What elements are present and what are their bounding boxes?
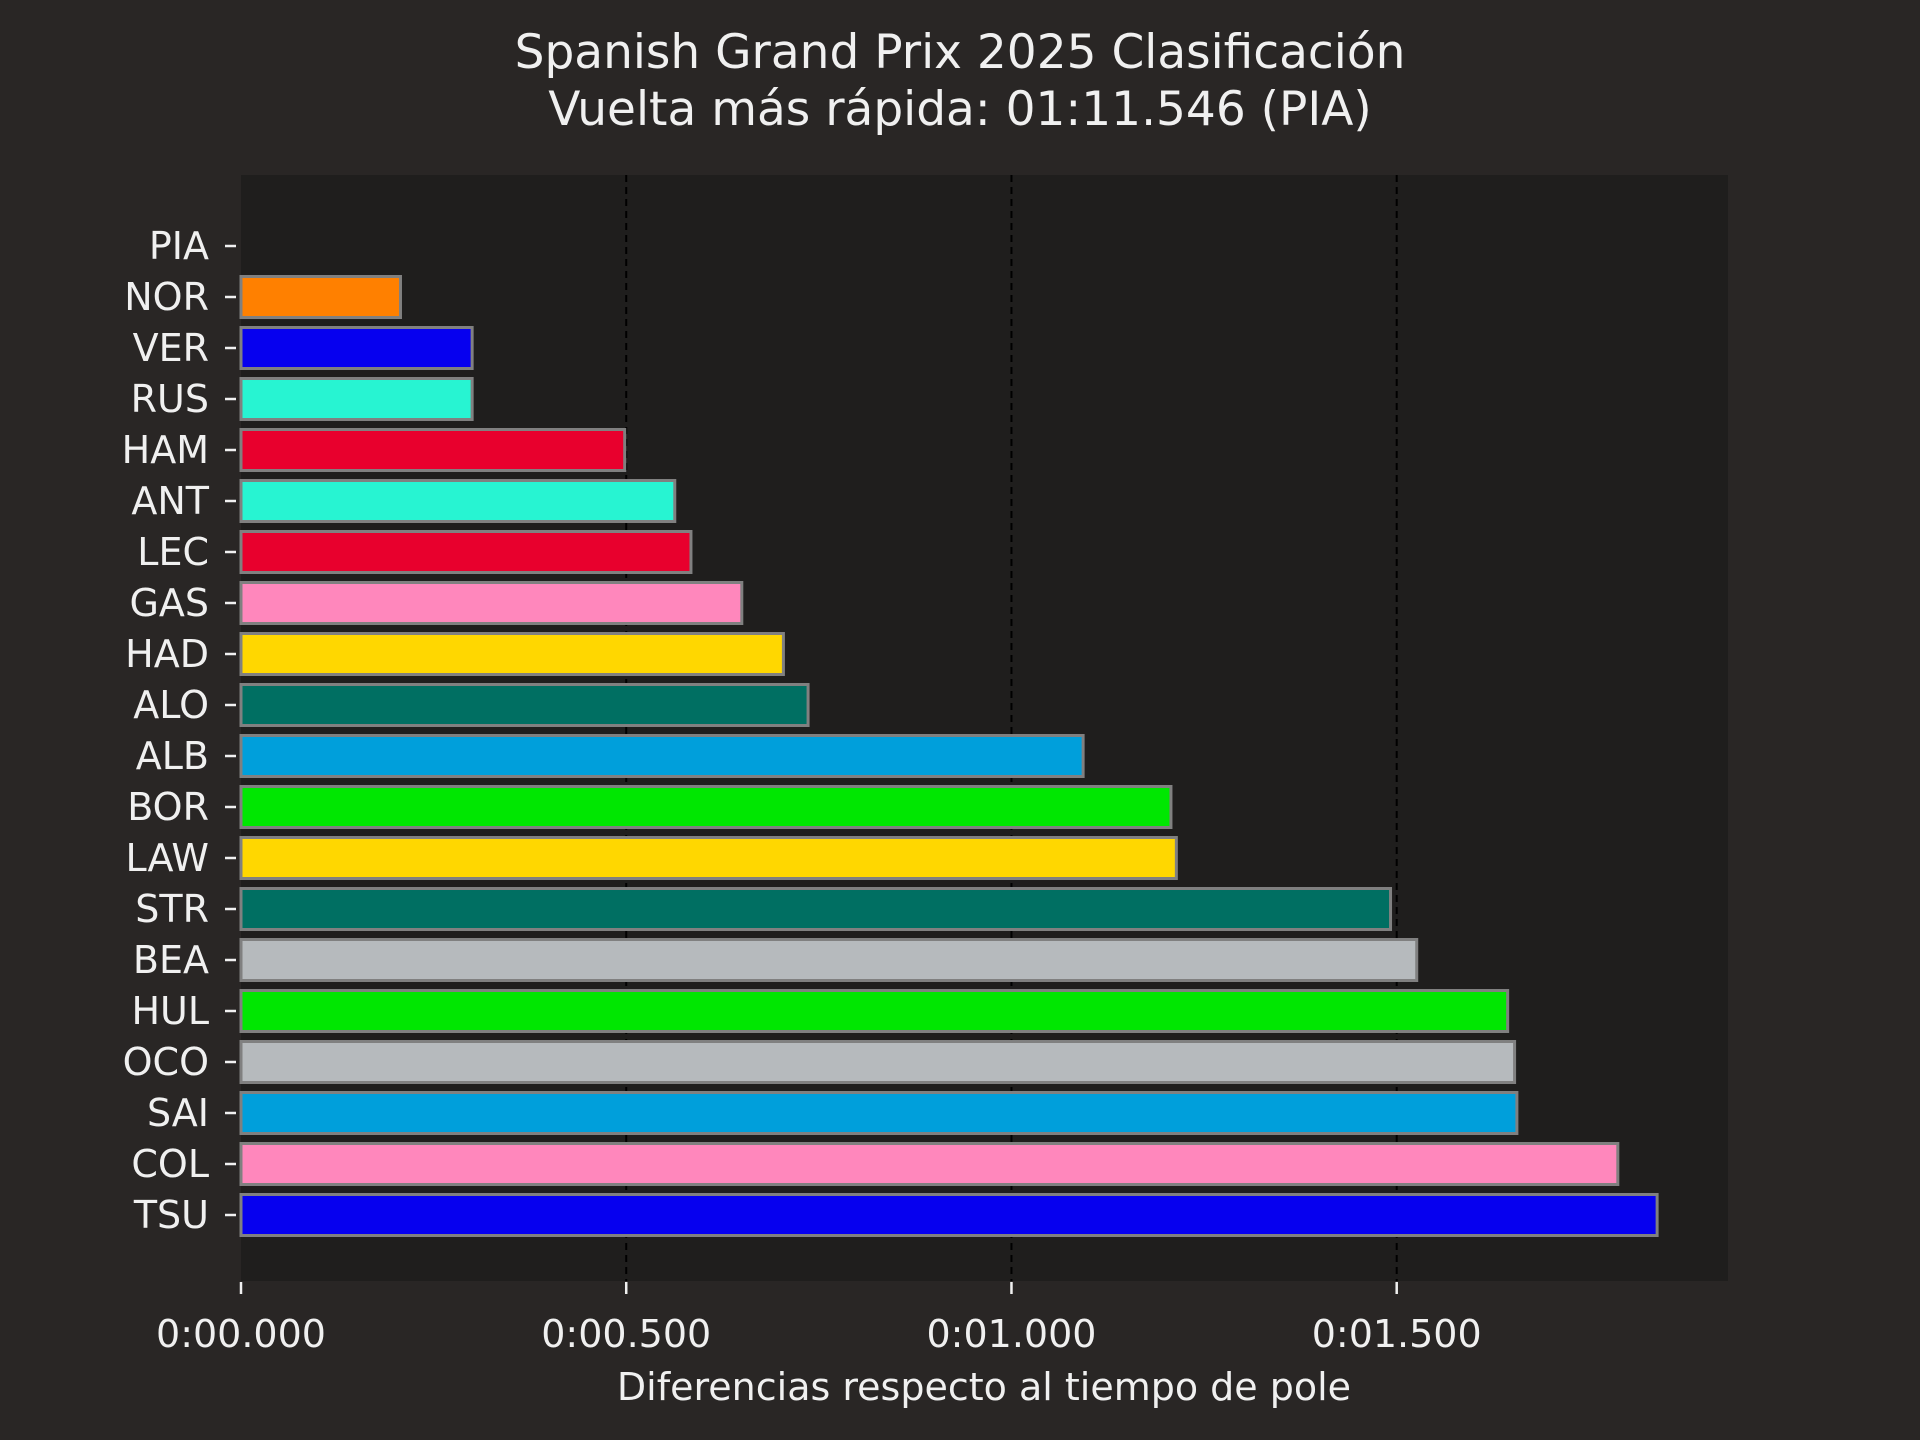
bar-ant bbox=[239, 479, 677, 523]
chart-title-line-2: Vuelta más rápida: 01:11.546 (PIA) bbox=[548, 82, 1371, 137]
bar-alo bbox=[239, 683, 810, 727]
y-tick-label: SAI bbox=[147, 1091, 209, 1135]
bar-sai bbox=[239, 1091, 1519, 1135]
y-tick-label: HAM bbox=[122, 428, 209, 472]
x-tick-label: 0:01.000 bbox=[926, 1312, 1096, 1356]
x-tick-label: 0:00.500 bbox=[541, 1312, 711, 1356]
bar-bea bbox=[239, 938, 1419, 982]
x-tick-label: 0:01.500 bbox=[1312, 1312, 1482, 1356]
bar-oco bbox=[239, 1040, 1517, 1084]
bar-bor bbox=[239, 785, 1173, 829]
bar-gas bbox=[239, 581, 744, 625]
x-tick-label: 0:00.000 bbox=[156, 1312, 326, 1356]
chart-title: Spanish Grand Prix 2025 Clasificación Vu… bbox=[515, 25, 1406, 137]
bar-tsu bbox=[239, 1193, 1659, 1237]
bar-ver bbox=[239, 326, 474, 370]
bar-alb bbox=[239, 734, 1085, 778]
y-tick-label: LEC bbox=[137, 530, 209, 574]
y-tick-label: HUL bbox=[131, 989, 209, 1033]
y-tick-label: VER bbox=[133, 326, 209, 370]
y-tick-label: BEA bbox=[133, 938, 209, 982]
bar-col bbox=[239, 1142, 1620, 1186]
bar-ham bbox=[239, 428, 627, 472]
y-tick-label: LAW bbox=[125, 836, 209, 880]
y-tick-label: HAD bbox=[125, 632, 209, 676]
y-tick-label: ALB bbox=[136, 734, 209, 778]
grid-lines bbox=[625, 175, 1398, 1281]
bars bbox=[239, 275, 1659, 1237]
y-tick-label: TSU bbox=[133, 1193, 209, 1237]
y-axis: PIA NOR VER RUS HAM ANT LEC GAS HAD ALO ALB BOR LAW S… bbox=[122, 224, 236, 1237]
chart-title-line-1: Spanish Grand Prix 2025 Clasificación bbox=[515, 25, 1406, 80]
y-tick-label: STR bbox=[135, 887, 209, 931]
y-tick-label: BOR bbox=[127, 785, 209, 829]
y-tick-label: ALO bbox=[133, 683, 209, 727]
y-tick-label: OCO bbox=[123, 1040, 209, 1084]
bar-hul bbox=[239, 989, 1510, 1033]
bar-lec bbox=[239, 530, 693, 574]
bar-law bbox=[239, 836, 1178, 880]
y-tick-label: NOR bbox=[124, 275, 209, 319]
y-tick-label: ANT bbox=[131, 479, 209, 523]
bar-had bbox=[239, 632, 785, 676]
bar-nor bbox=[239, 275, 402, 319]
bar-str bbox=[239, 887, 1393, 931]
x-axis-label: Diferencias respecto al tiempo de pole bbox=[617, 1365, 1351, 1409]
bar-rus bbox=[239, 377, 474, 421]
x-axis: 0:00.000 0:00.500 0:01.000 0:01.500 bbox=[156, 1282, 1482, 1356]
y-tick-label: PIA bbox=[149, 224, 209, 268]
y-tick-label: RUS bbox=[131, 377, 209, 421]
y-tick-label: COL bbox=[131, 1142, 209, 1186]
y-tick-label: GAS bbox=[129, 581, 209, 625]
